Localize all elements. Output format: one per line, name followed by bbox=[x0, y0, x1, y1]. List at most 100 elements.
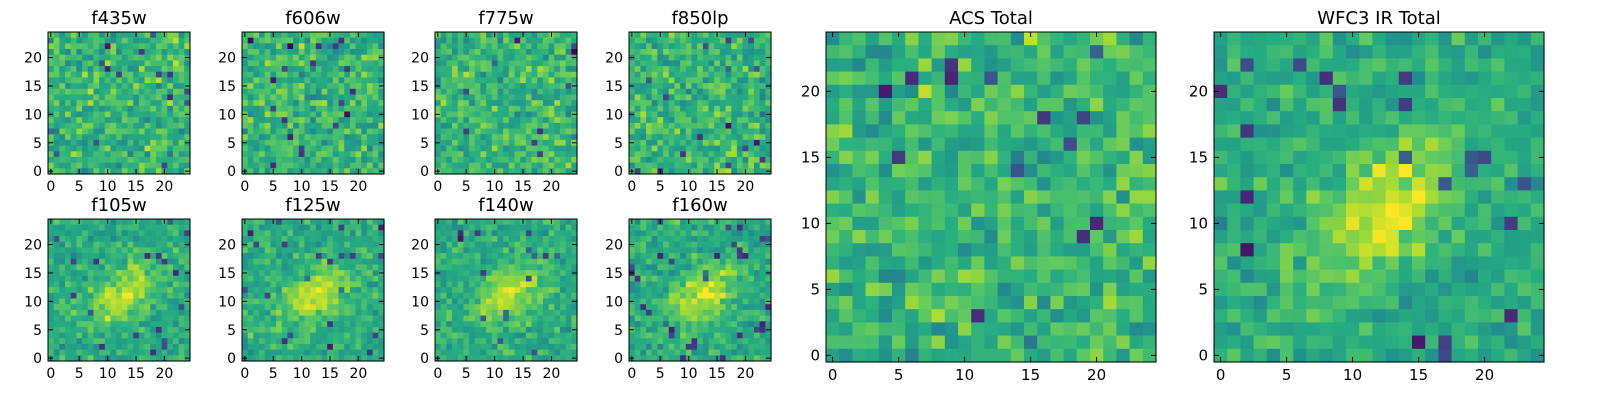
heatmap-cell bbox=[253, 309, 260, 317]
heatmap-cell bbox=[531, 156, 538, 164]
heatmap-cell bbox=[338, 168, 345, 175]
heatmap-cell bbox=[640, 88, 647, 96]
heatmap-cell bbox=[276, 83, 283, 90]
heatmap-cell bbox=[663, 139, 670, 147]
heatmap-cell bbox=[310, 60, 317, 67]
heatmap-cell bbox=[287, 111, 294, 118]
heatmap-cell bbox=[144, 156, 151, 164]
heatmap-cell bbox=[270, 270, 277, 277]
heatmap-cell bbox=[116, 32, 123, 39]
heatmap-cell bbox=[59, 37, 66, 44]
heatmap-cell bbox=[247, 43, 254, 50]
heatmap-cell bbox=[366, 281, 374, 288]
heatmap-cell bbox=[70, 122, 77, 130]
heatmap-cell bbox=[264, 343, 271, 351]
x-tick-label: 5 bbox=[75, 179, 84, 195]
heatmap-cell bbox=[708, 151, 715, 158]
heatmap-cell bbox=[674, 139, 681, 147]
heatmap-cell bbox=[184, 349, 191, 356]
heatmap-cell bbox=[184, 145, 191, 152]
heatmap-cell bbox=[242, 117, 249, 124]
heatmap-cell bbox=[247, 71, 254, 79]
heatmap-cell bbox=[167, 105, 174, 113]
heatmap-cell bbox=[565, 43, 572, 50]
heatmap-cell bbox=[161, 253, 168, 260]
heatmap-cell bbox=[99, 332, 106, 339]
heatmap-cell bbox=[691, 253, 698, 260]
heatmap-cell bbox=[264, 128, 271, 135]
heatmap-cell bbox=[167, 162, 174, 169]
heatmap-cell bbox=[116, 355, 123, 362]
heatmap-cell bbox=[150, 66, 157, 73]
heatmap-cell bbox=[110, 326, 117, 334]
heatmap-cell bbox=[691, 298, 698, 305]
heatmap-cell bbox=[497, 128, 504, 135]
heatmap-cell bbox=[446, 321, 453, 328]
heatmap-cell bbox=[287, 219, 294, 226]
heatmap-cell bbox=[93, 60, 100, 67]
heatmap-cell bbox=[708, 258, 715, 266]
heatmap-cell bbox=[127, 321, 134, 328]
heatmap-cell bbox=[59, 343, 66, 351]
heatmap-cell bbox=[554, 315, 561, 322]
heatmap-cell bbox=[680, 71, 687, 79]
heatmap-cell bbox=[640, 128, 647, 135]
heatmap-cell bbox=[537, 275, 544, 283]
heatmap-cell bbox=[110, 54, 117, 61]
heatmap-cell bbox=[463, 241, 470, 248]
heatmap-cell bbox=[338, 253, 345, 260]
heatmap-cell bbox=[349, 151, 357, 158]
heatmap-cell bbox=[435, 128, 442, 135]
heatmap-cell bbox=[691, 236, 698, 243]
heatmap-cell bbox=[514, 43, 521, 50]
heatmap-cell bbox=[327, 134, 334, 141]
heatmap-cell bbox=[435, 122, 442, 130]
heatmap-cell bbox=[48, 77, 55, 84]
heatmap-cell bbox=[65, 88, 72, 96]
heatmap-cell bbox=[332, 321, 340, 328]
heatmap-cell bbox=[82, 32, 89, 39]
heatmap-cell bbox=[469, 304, 476, 311]
heatmap-cell bbox=[736, 292, 744, 300]
heatmap-cell bbox=[435, 309, 442, 317]
heatmap-cell bbox=[172, 224, 180, 231]
heatmap-cell bbox=[440, 128, 447, 135]
heatmap-cell bbox=[59, 264, 66, 271]
heatmap-cell bbox=[270, 326, 277, 334]
heatmap-cell bbox=[242, 151, 249, 158]
heatmap-cell bbox=[446, 71, 453, 79]
heatmap-cell bbox=[742, 298, 749, 305]
heatmap-cell bbox=[48, 66, 55, 73]
heatmap-cell bbox=[702, 83, 710, 90]
heatmap-cell bbox=[759, 264, 766, 271]
heatmap-cell bbox=[663, 247, 670, 254]
heatmap-cell bbox=[127, 145, 134, 152]
heatmap-cell bbox=[99, 287, 106, 294]
heatmap-cell bbox=[287, 270, 294, 277]
heatmap-cell bbox=[497, 338, 504, 345]
heatmap-cell bbox=[708, 122, 715, 130]
heatmap-cell bbox=[310, 349, 317, 356]
heatmap-cell bbox=[702, 139, 710, 147]
heatmap-cell bbox=[70, 94, 77, 101]
heatmap-cell bbox=[361, 71, 368, 79]
heatmap-cell bbox=[259, 100, 266, 107]
heatmap-cell bbox=[663, 219, 670, 226]
heatmap-cell bbox=[491, 54, 499, 61]
heatmap-cell bbox=[104, 128, 112, 135]
heatmap-cell bbox=[520, 298, 527, 305]
x-tick-label: 5 bbox=[656, 179, 665, 195]
heatmap-cell bbox=[714, 105, 721, 113]
y-tick-label: 10 bbox=[605, 107, 623, 123]
heatmap-cell bbox=[497, 156, 504, 164]
heatmap-cell bbox=[548, 298, 555, 305]
heatmap-cell bbox=[361, 258, 368, 266]
heatmap-cell bbox=[127, 128, 134, 135]
heatmap-cell bbox=[59, 315, 66, 322]
heatmap-cell bbox=[559, 134, 567, 141]
heatmap-cell bbox=[474, 224, 482, 231]
heatmap-cell bbox=[691, 275, 698, 283]
heatmap-cell bbox=[87, 128, 95, 135]
heatmap-cell bbox=[719, 145, 727, 152]
heatmap-cell bbox=[332, 128, 340, 135]
